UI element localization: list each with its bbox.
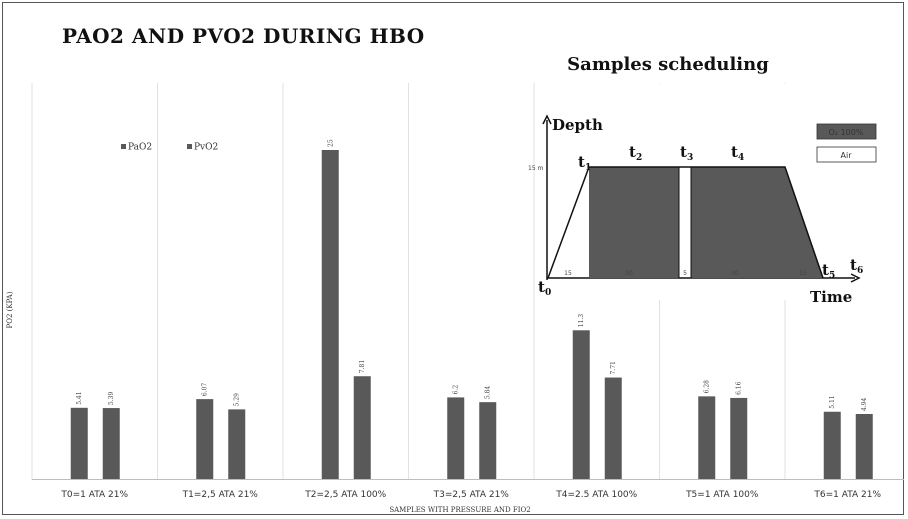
data-label: 7.71 (610, 361, 617, 374)
legend-label-pao2: PaO2 (128, 143, 152, 153)
inset-duration-label: 30 (625, 270, 633, 277)
data-label: 5.29 (234, 393, 241, 407)
inset-time-arrow (850, 273, 861, 283)
inset-legend-label-o2: O₂ 100% (829, 128, 864, 137)
x-tick-label: T4=2.5 ATA 100% (555, 490, 637, 500)
inset-legend-swatch-air (816, 146, 877, 163)
x-tick-label: T0=1 ATA 21% (60, 490, 128, 500)
data-label: 5.11 (829, 395, 836, 408)
x-tick-label: T2=2,5 ATA 100% (304, 490, 386, 500)
legend-swatch-pvo2 (187, 144, 192, 149)
inset-o2-block (589, 167, 679, 278)
inset-time-point: t4 (731, 143, 744, 163)
data-label: 6.28 (704, 380, 711, 394)
data-label: 11.3 (578, 314, 585, 328)
bar-pao2 (70, 407, 88, 479)
inset-time-point: t2 (629, 143, 642, 163)
bar-pvo2 (353, 376, 371, 479)
data-label: 25 (327, 139, 334, 147)
inset-title: Samples scheduling (567, 54, 769, 75)
bar-pao2 (447, 397, 465, 479)
y-axis-title: PO2 (KPA) (6, 291, 14, 328)
legend-label-pvo2: PvO2 (194, 143, 218, 153)
x-tick-label: T5=1 ATA 100% (685, 490, 759, 500)
inset-legend-swatch-o2 (816, 123, 877, 140)
chart-title: PAO2 AND PVO2 DURING HBO (62, 24, 425, 48)
inset-legend-label-air: Air (841, 151, 853, 160)
bar-pao2 (698, 396, 716, 479)
inset-duration-label: 30 (731, 270, 739, 277)
data-label: 6.16 (736, 381, 743, 395)
bar-pvo2 (479, 402, 497, 479)
bar-pvo2 (228, 409, 246, 479)
inset-time-point: t1 (578, 153, 591, 173)
inset-time-point: t6 (850, 256, 863, 276)
data-label: 5.84 (485, 386, 492, 400)
bar-pao2 (823, 411, 841, 479)
data-label: 5.39 (108, 392, 115, 406)
inset-time-label: Time (810, 288, 852, 306)
x-tick-label: T6=1 ATA 21% (813, 490, 881, 500)
x-tick-label: T1=2,5 ATA 21% (182, 490, 259, 500)
data-label: 5.41 (76, 391, 83, 404)
inset-time-point: t3 (680, 143, 693, 163)
inset-depth-arrow (542, 114, 552, 125)
data-label: 6.07 (202, 383, 209, 397)
inset-dive-profile (547, 166, 824, 279)
data-label: 7.81 (359, 360, 366, 373)
inset-depth-label: Depth (552, 116, 603, 134)
bar-pao2 (196, 399, 214, 479)
data-label: 6.2 (453, 385, 460, 395)
inset-depth-value: 15 m (528, 165, 544, 172)
bar-pvo2 (604, 377, 622, 479)
x-tick-label: T3=2,5 ATA 21% (433, 490, 510, 500)
inset-duration-label: 5 (683, 270, 687, 277)
bar-pao2 (572, 330, 590, 479)
bar-pao2 (321, 150, 339, 479)
bar-pvo2 (730, 397, 748, 479)
x-axis-title: SAMPLES WITH PRESSURE AND FIO2 (389, 506, 530, 514)
inset-duration-label: 15 (799, 270, 807, 277)
bar-pvo2 (102, 408, 120, 479)
legend-swatch-pao2 (121, 144, 126, 149)
inset-duration-label: 15 (564, 270, 572, 277)
bar-pvo2 (855, 413, 873, 479)
inset-time-point: t0 (538, 278, 551, 298)
inset-time-point: t5 (822, 261, 835, 281)
inset-o2-block (691, 167, 785, 278)
data-label: 4.94 (861, 397, 868, 411)
